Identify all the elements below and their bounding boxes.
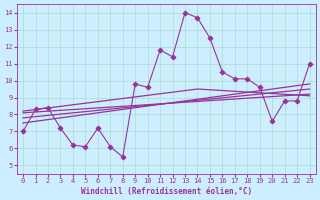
Point [245, 77, 250, 80]
Point [232, 77, 237, 80]
Point [170, 55, 175, 58]
Point [95, 126, 100, 130]
Point [58, 126, 63, 130]
Point [45, 106, 51, 109]
Point [132, 82, 138, 86]
Point [70, 143, 76, 147]
Point [120, 155, 125, 159]
X-axis label: Windchill (Refroidissement éolien,°C): Windchill (Refroidissement éolien,°C) [81, 187, 252, 196]
Point [157, 48, 163, 52]
Point [182, 11, 188, 14]
Point [195, 16, 200, 19]
Point [83, 145, 88, 148]
Point [295, 99, 300, 103]
Point [33, 108, 38, 111]
Point [282, 99, 287, 103]
Point [270, 120, 275, 123]
Point [20, 130, 26, 133]
Point [145, 86, 150, 89]
Point [108, 145, 113, 148]
Point [220, 70, 225, 74]
Point [257, 86, 262, 89]
Point [207, 37, 212, 40]
Point [307, 62, 312, 65]
